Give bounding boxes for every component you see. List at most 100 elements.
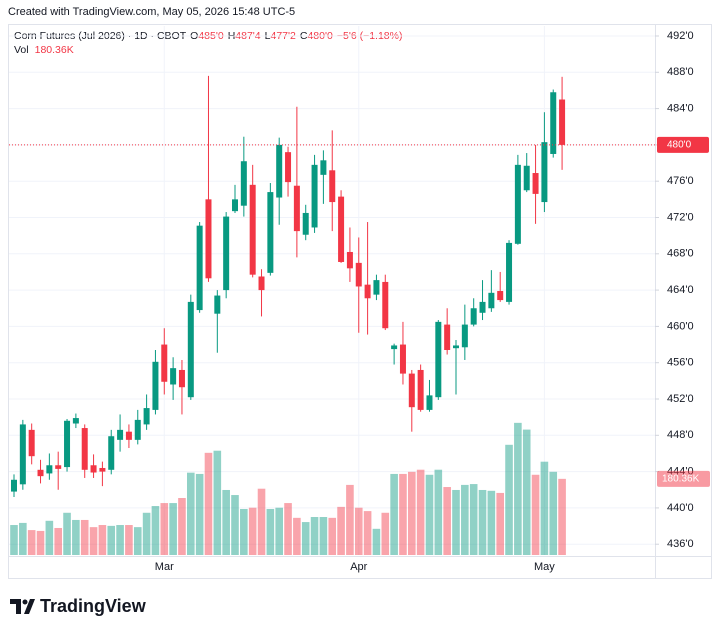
volume-bar (443, 487, 451, 555)
volume-bar (319, 517, 328, 555)
candle-body (125, 431, 132, 440)
brand: TradingView (40, 596, 147, 616)
volume-bar (231, 495, 239, 555)
candle-body (285, 152, 292, 183)
candle-body (28, 429, 35, 457)
volume-bar (390, 473, 398, 555)
candle-body (249, 184, 256, 275)
candle-body (514, 164, 521, 244)
candle-body (205, 199, 212, 279)
candle-body (329, 170, 336, 203)
candle-body (320, 160, 327, 175)
y-tick-label: 448'0 (667, 429, 694, 441)
y-tick-label: 492'0 (667, 30, 694, 42)
candle-body (178, 369, 185, 388)
volume-bar (558, 478, 566, 555)
candle-body (134, 419, 141, 440)
volume-bar (293, 517, 301, 555)
y-tick-label: 456'0 (667, 357, 694, 369)
candle-body (338, 196, 345, 262)
candle-body (232, 199, 238, 212)
volume-bar (116, 525, 124, 555)
volume-bar (522, 429, 531, 555)
volume-bar (487, 490, 496, 555)
last-price-tag (657, 136, 709, 153)
y-tick-label: 484'0 (667, 102, 694, 114)
volume-bar (63, 512, 71, 555)
candle-body (382, 281, 389, 329)
volume-bar (187, 472, 195, 555)
volume-bar (27, 530, 36, 555)
candle-body (90, 465, 97, 473)
y-tick-label: 488'0 (667, 66, 694, 78)
chart-frame (8, 24, 712, 579)
candle-body (311, 164, 318, 228)
volume-bar (301, 522, 310, 555)
candle-body (170, 368, 177, 385)
volume-bar (133, 527, 142, 555)
volume-bar (540, 461, 549, 555)
volume-bar (160, 503, 169, 555)
candle-body (417, 369, 424, 410)
candle-body (152, 361, 159, 410)
volume-bar (549, 471, 558, 555)
volume-bar (416, 469, 425, 555)
volume-bar (169, 503, 177, 555)
volume-bar (266, 508, 275, 555)
candle-body (276, 144, 283, 198)
x-tick-label: May (534, 561, 555, 573)
candle-body (187, 301, 194, 398)
volume-bar (461, 484, 469, 555)
candle-body (506, 242, 513, 302)
candle-body (55, 465, 62, 469)
candle-body (408, 373, 415, 408)
candle-body (196, 225, 203, 311)
candle-body (373, 280, 380, 295)
y-tick-label: 440'0 (667, 502, 694, 514)
candle-body (444, 324, 451, 350)
candle-body (453, 345, 459, 349)
candle-body (426, 395, 433, 410)
candle-body (108, 436, 115, 470)
volume-bar (178, 498, 186, 555)
volume-bar (10, 525, 18, 555)
candle-body (267, 192, 274, 273)
last-volume-tag (657, 470, 710, 487)
candle-body (223, 216, 230, 291)
volume-bar (107, 525, 116, 555)
candle-body (470, 308, 477, 325)
candle-body (435, 321, 442, 398)
candle-body (161, 344, 168, 382)
y-tick-label: 472'0 (667, 211, 694, 223)
candle-body (143, 408, 150, 425)
volume-bar (275, 507, 283, 555)
volume-bar (408, 471, 416, 555)
candle-body (19, 424, 26, 485)
volume-key: Vol (14, 44, 29, 56)
volume-bar (72, 519, 80, 555)
volume-pane (10, 422, 566, 555)
candle-body (559, 99, 566, 145)
x-tick-label: Apr (350, 561, 367, 573)
candle-body (240, 161, 247, 206)
last-volume-label: 180.36K (662, 473, 700, 484)
volume-bar (204, 452, 213, 555)
y-tick-label: 460'0 (667, 320, 694, 332)
volume-bar (496, 492, 504, 555)
candle-body (37, 469, 44, 477)
volume-bar (354, 507, 363, 555)
candle-body (532, 173, 539, 194)
volume-bar (195, 473, 204, 555)
volume-bar (337, 506, 345, 555)
candle-body (11, 479, 17, 492)
candle-body (64, 420, 71, 468)
volume-bar (80, 519, 89, 555)
volume-bar (45, 520, 54, 555)
logo-dot (22, 599, 28, 605)
volume-bar (54, 527, 62, 555)
candle-body (355, 262, 362, 287)
last-price-label: 480'0 (667, 140, 692, 151)
volume-bar (240, 508, 248, 555)
volume-bar (248, 507, 257, 555)
volume-bar (89, 527, 98, 555)
